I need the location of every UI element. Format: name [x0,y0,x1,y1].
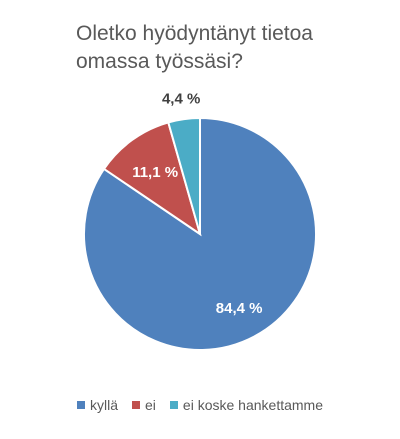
legend-label-ei-koske: ei koske hankettamme [182,397,323,413]
legend-item-ei-koske: ei koske hankettamme [169,397,323,413]
legend-label-ei: ei [145,397,156,413]
chart-title: Oletko hyödyntänyt tietoa omassa työssäs… [76,22,313,73]
legend-label-kylla: kyllä [90,397,119,413]
legend: kyllä ei ei koske hankettamme [0,397,400,413]
data-label-ei: 11,1 % [132,164,178,181]
legend-item-kylla: kyllä [77,397,118,413]
legend-swatch-ei-koske [169,401,178,409]
pie-slice-ei-koske [167,116,201,235]
legend-swatch-kylla [77,401,85,409]
data-label-ei-koske: 4,4 % [162,90,200,107]
legend-item-ei: ei [132,397,156,413]
legend-swatch-ei [132,401,141,409]
data-label-kylla: 84,4 % [216,300,263,317]
